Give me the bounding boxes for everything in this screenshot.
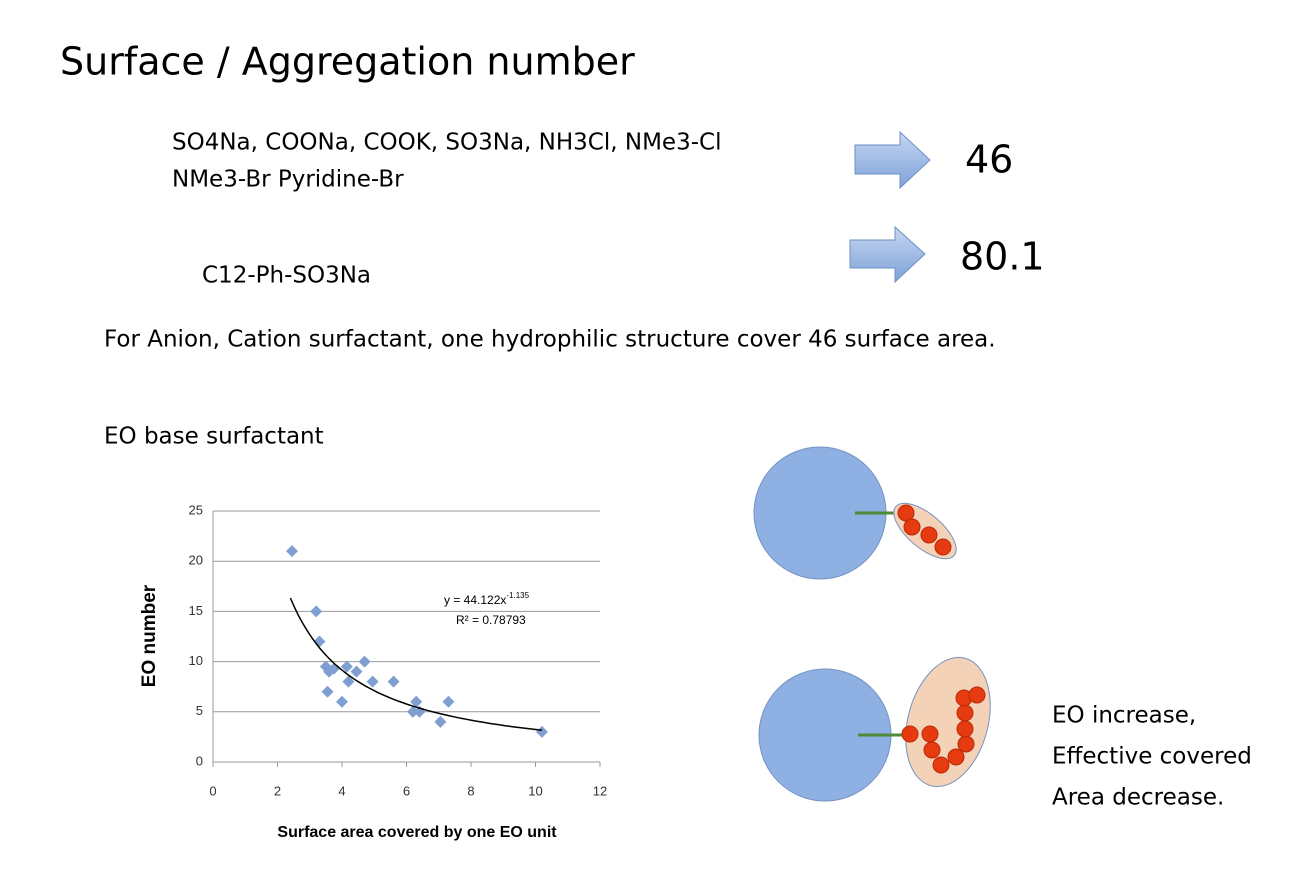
- point: [340, 660, 353, 673]
- x-tick-label: 6: [403, 783, 410, 798]
- caption: Area decrease.: [1052, 785, 1224, 811]
- eo-units: [897, 504, 952, 556]
- y-tick-label: 0: [196, 753, 203, 768]
- point: [310, 605, 323, 618]
- caption: Effective covered: [1052, 744, 1252, 770]
- diagram-large: [758, 656, 991, 802]
- x-axis-label: Surface area covered by one EO unit: [277, 824, 557, 841]
- arrow: [854, 130, 931, 190]
- point: [321, 685, 334, 698]
- x-tick-label: 4: [338, 783, 345, 798]
- equation-exponent: -1.135: [506, 591, 529, 600]
- point: [350, 665, 363, 678]
- y-axis-label: EO number: [139, 584, 160, 687]
- x-tick-label: 2: [274, 783, 281, 798]
- point: [406, 705, 419, 718]
- point: [366, 675, 379, 688]
- eo-units: [901, 686, 986, 774]
- y-tick-label: 5: [196, 703, 203, 718]
- x-tick-label: 0: [209, 783, 216, 798]
- trendline: [289, 597, 543, 732]
- equation: y = 44.122x-1.135: [444, 591, 530, 607]
- x-tick-label: 12: [593, 783, 607, 798]
- r-squared: R² = 0.78793: [456, 613, 526, 627]
- point: [342, 675, 355, 688]
- point: [410, 695, 423, 708]
- y-tick-label: 10: [189, 653, 203, 668]
- equation-text: y = 44.122x: [444, 593, 506, 607]
- group-line: SO4Na, COONa, COOK, SO3Na, NH3Cl, NMe3-C…: [172, 130, 721, 156]
- single-group: C12-Ph-SO3Na: [202, 263, 371, 289]
- chart: EO number Surface area covered by one EO…: [139, 502, 607, 841]
- point: [434, 715, 447, 728]
- result: 80.1: [960, 235, 1045, 279]
- point: [286, 545, 299, 558]
- result: 46: [965, 138, 1013, 182]
- point: [535, 725, 548, 738]
- x-tick-label: 10: [528, 783, 542, 798]
- arrow: [849, 225, 926, 284]
- y-tick-label: 20: [189, 553, 203, 568]
- point: [336, 695, 348, 708]
- point: [442, 695, 455, 708]
- point: [358, 655, 371, 668]
- eo-region: [905, 656, 991, 788]
- section-label: EO base surfactant: [104, 424, 324, 450]
- statement: For Anion, Cation surfactant, one hydrop…: [104, 327, 996, 353]
- y-tick-label: 25: [189, 502, 203, 517]
- caption: EO increase,: [1052, 703, 1196, 729]
- title: Surface / Aggregation number: [60, 40, 635, 84]
- point: [387, 675, 400, 688]
- x-tick-label: 8: [467, 783, 474, 798]
- y-tick-label: 15: [189, 603, 203, 618]
- diagram-small: [753, 446, 957, 580]
- group-line: NMe3-Br Pyridine-Br: [172, 167, 404, 193]
